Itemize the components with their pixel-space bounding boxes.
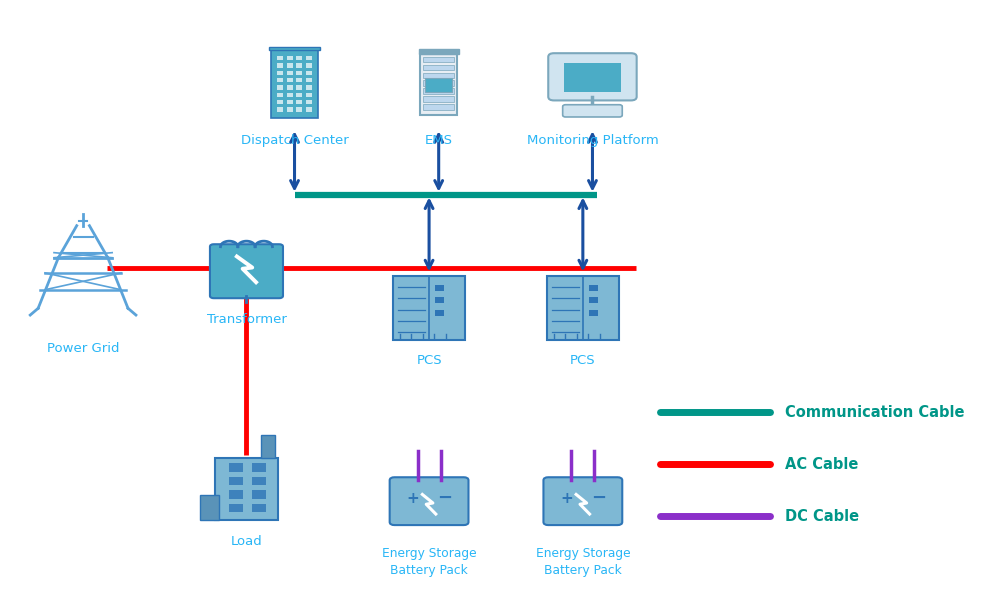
FancyBboxPatch shape: [563, 105, 622, 117]
Bar: [425, 78, 452, 92]
Bar: [393, 276, 465, 340]
Bar: [419, 49, 459, 54]
Bar: [215, 458, 278, 519]
Bar: [296, 100, 302, 104]
Text: Energy Storage
Battery Pack: Energy Storage Battery Pack: [536, 547, 630, 577]
Bar: [277, 86, 283, 90]
Text: −: −: [591, 489, 606, 507]
Bar: [252, 477, 266, 485]
Bar: [423, 57, 454, 62]
Text: AC Cable: AC Cable: [785, 457, 858, 472]
Bar: [277, 63, 283, 68]
Bar: [435, 309, 444, 315]
Text: Communication Cable: Communication Cable: [785, 405, 964, 419]
Bar: [423, 81, 454, 86]
Bar: [435, 298, 444, 304]
Bar: [296, 107, 302, 111]
Bar: [296, 86, 302, 90]
Text: +: +: [560, 490, 573, 506]
Bar: [435, 285, 444, 291]
Bar: [564, 63, 621, 92]
Bar: [296, 71, 302, 75]
Bar: [252, 490, 266, 499]
Bar: [589, 298, 598, 304]
FancyBboxPatch shape: [543, 477, 622, 525]
Bar: [589, 285, 598, 291]
Text: Transformer: Transformer: [207, 313, 286, 326]
Bar: [277, 56, 283, 60]
Bar: [306, 56, 312, 60]
FancyBboxPatch shape: [548, 53, 637, 100]
Text: PCS: PCS: [570, 354, 596, 367]
Bar: [277, 93, 283, 97]
Bar: [306, 63, 312, 68]
Bar: [252, 463, 266, 472]
Bar: [271, 51, 318, 118]
Bar: [423, 73, 454, 78]
FancyBboxPatch shape: [390, 477, 468, 525]
Bar: [277, 71, 283, 75]
Text: EMS: EMS: [425, 134, 453, 147]
Bar: [306, 100, 312, 104]
Bar: [420, 54, 457, 115]
Bar: [287, 78, 293, 83]
Bar: [229, 463, 243, 472]
Bar: [287, 107, 293, 111]
Bar: [306, 71, 312, 75]
Text: Power Grid: Power Grid: [47, 342, 119, 355]
Bar: [261, 435, 275, 458]
Text: Load: Load: [231, 535, 262, 548]
Text: −: −: [437, 489, 452, 507]
Text: +: +: [406, 490, 419, 506]
Bar: [287, 56, 293, 60]
Bar: [296, 63, 302, 68]
Bar: [252, 504, 266, 512]
Bar: [306, 78, 312, 83]
Bar: [296, 56, 302, 60]
Bar: [296, 93, 302, 97]
Text: Energy Storage
Battery Pack: Energy Storage Battery Pack: [382, 547, 476, 577]
Bar: [423, 65, 454, 70]
Bar: [287, 63, 293, 68]
Bar: [277, 107, 283, 111]
Bar: [547, 276, 619, 340]
Bar: [306, 86, 312, 90]
Bar: [229, 490, 243, 499]
Bar: [277, 78, 283, 83]
Bar: [287, 71, 293, 75]
Bar: [200, 495, 219, 519]
Text: Dispatch Center: Dispatch Center: [241, 134, 348, 147]
Bar: [306, 93, 312, 97]
Bar: [287, 93, 293, 97]
Text: Monitoring Platform: Monitoring Platform: [527, 134, 658, 147]
Bar: [287, 86, 293, 90]
Text: DC Cable: DC Cable: [785, 509, 859, 524]
Bar: [277, 100, 283, 104]
Bar: [423, 104, 454, 110]
Bar: [229, 477, 243, 485]
Text: PCS: PCS: [416, 354, 442, 367]
Bar: [423, 97, 454, 102]
Bar: [296, 78, 302, 83]
Bar: [589, 309, 598, 315]
Bar: [269, 47, 320, 51]
Bar: [287, 100, 293, 104]
Bar: [306, 107, 312, 111]
Bar: [423, 89, 454, 94]
FancyBboxPatch shape: [210, 244, 283, 298]
Bar: [229, 504, 243, 512]
